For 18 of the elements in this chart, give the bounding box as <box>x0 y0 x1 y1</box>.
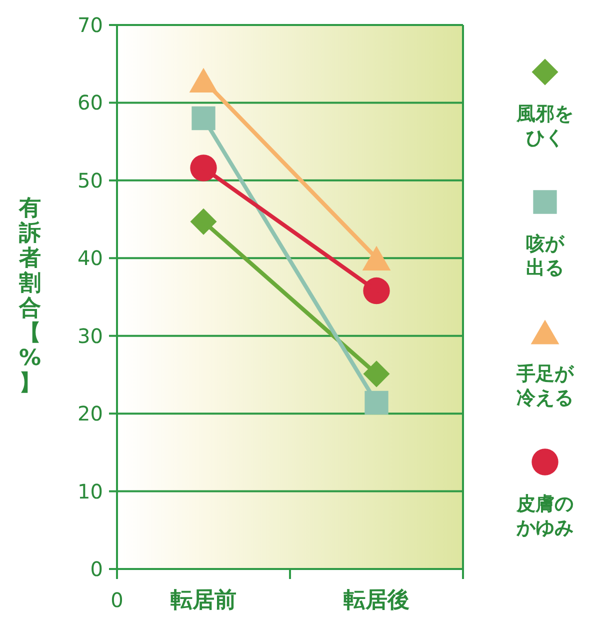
text: 0 <box>110 588 124 612</box>
y-tick-label: 0 <box>90 557 103 581</box>
x-tick-label: 転居前 <box>170 588 236 613</box>
y-tick-label: 10 <box>78 479 103 504</box>
y-tick-label: 60 <box>78 90 103 115</box>
y-tick-label: 40 <box>78 246 103 270</box>
legend-label: 風邪をひく <box>516 103 574 149</box>
x-tick-label: 転居後 <box>344 588 410 613</box>
y-axis-title: 有訴者割合【%】 <box>18 196 42 396</box>
legend-label: 咳が出る <box>526 233 565 279</box>
y-tick-label: 70 <box>78 13 103 37</box>
y-tick-label: 30 <box>78 324 103 348</box>
point <box>364 390 388 415</box>
y-tick-label: 50 <box>78 168 103 192</box>
point <box>192 106 216 130</box>
y-tick-label: 20 <box>78 402 103 426</box>
legend-label: 手足が冷える <box>516 363 574 409</box>
legend-label: 皮膚のかゆみ <box>516 493 574 539</box>
